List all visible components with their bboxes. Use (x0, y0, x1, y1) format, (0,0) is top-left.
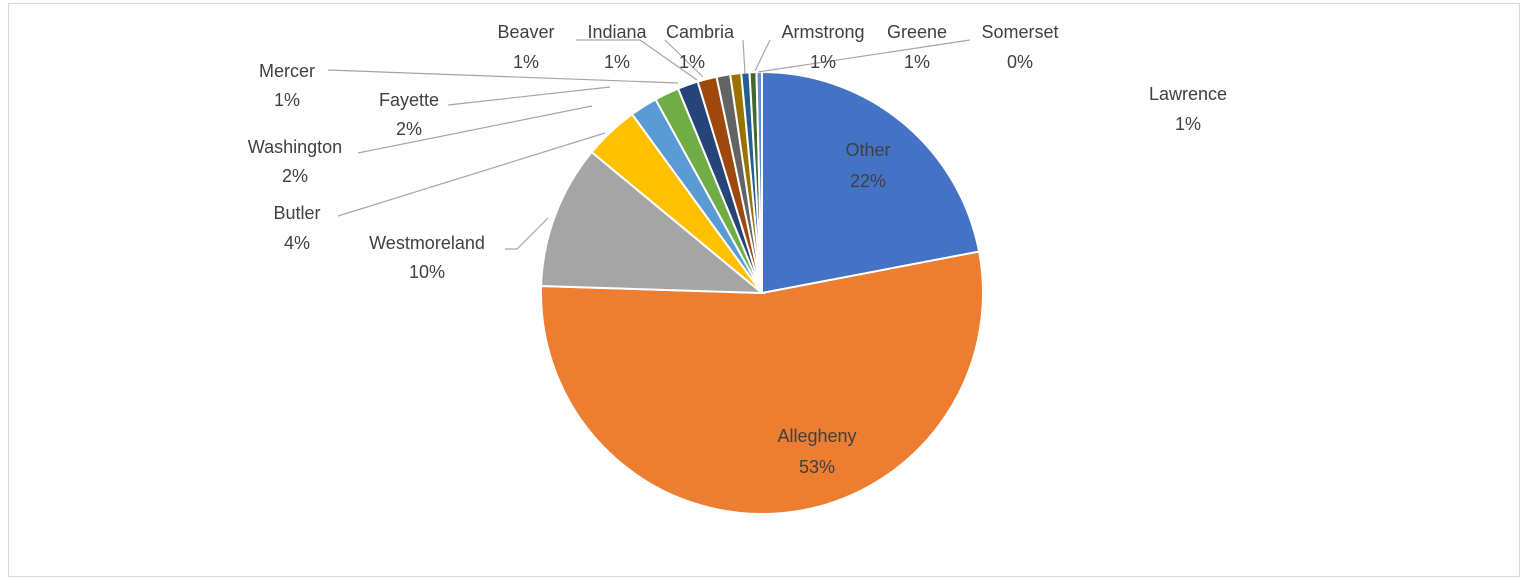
slice-allegheny (540, 250, 984, 515)
label-indiana-pct: 1% (604, 52, 630, 72)
label-beaver-name: Beaver (497, 22, 554, 42)
label-other-pct: 22% (850, 171, 886, 191)
leader-line-westmoreland (505, 217, 549, 250)
leader-lines (327, 39, 971, 250)
leader-line-fayette (447, 86, 611, 106)
leader-line-greene (757, 39, 971, 73)
label-armstrong-name: Armstrong (781, 22, 864, 42)
label-indiana-name: Indiana (587, 22, 647, 42)
leader-line-beaver (576, 39, 698, 81)
label-washington-pct: 2% (282, 166, 308, 186)
label-greene-pct: 1% (904, 52, 930, 72)
label-westmoreland-name: Westmoreland (369, 233, 485, 253)
label-somerset-name: Somerset (981, 22, 1058, 42)
leader-line-cambria (742, 39, 746, 75)
pie-slices (540, 70, 984, 515)
leader-line-butler (337, 132, 606, 217)
label-washington-name: Washington (248, 137, 342, 157)
label-somerset-pct: 0% (1007, 52, 1033, 72)
slice-westmoreland (540, 150, 765, 295)
label-cambria-pct: 1% (679, 52, 705, 72)
label-fayette-pct: 2% (396, 119, 422, 139)
label-mercer-pct: 1% (274, 90, 300, 110)
data-labels: Other 22% Allegheny 53% Westmoreland 10%… (248, 22, 1227, 477)
label-westmoreland-pct: 10% (409, 262, 445, 282)
label-cambria-name: Cambria (666, 22, 735, 42)
label-fayette-name: Fayette (379, 90, 439, 110)
leader-line-washington (357, 105, 593, 154)
label-mercer-name: Mercer (259, 61, 315, 81)
label-lawrence-name: Lawrence (1149, 84, 1227, 104)
label-allegheny-name: Allegheny (777, 426, 856, 446)
label-greene-name: Greene (887, 22, 947, 42)
label-butler-pct: 4% (284, 233, 310, 253)
label-other-name: Other (845, 140, 890, 160)
label-lawrence-pct: 1% (1175, 114, 1201, 134)
leader-line-armstrong (754, 39, 771, 72)
label-butler-name: Butler (273, 203, 320, 223)
leader-line-mercer (327, 69, 679, 84)
label-allegheny-pct: 53% (799, 457, 835, 477)
label-beaver-pct: 1% (513, 52, 539, 72)
leader-line-indiana (664, 39, 704, 78)
slice-other (761, 70, 981, 295)
label-armstrong-pct: 1% (810, 52, 836, 72)
